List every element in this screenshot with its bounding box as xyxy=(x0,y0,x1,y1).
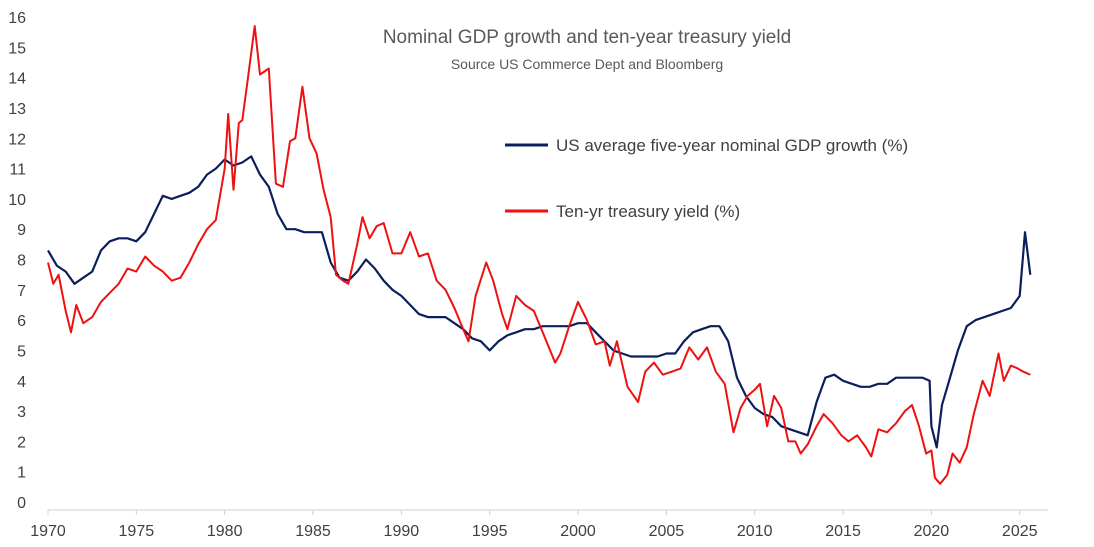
x-tick-label: 1980 xyxy=(207,523,243,540)
y-tick-label: 0 xyxy=(17,495,26,512)
x-tick-label: 1975 xyxy=(119,523,155,540)
x-tick-label: 2020 xyxy=(914,523,950,540)
y-tick-label: 9 xyxy=(17,222,26,239)
y-tick-label: 4 xyxy=(17,374,26,391)
y-tick-label: 7 xyxy=(17,283,26,300)
chart-title: Nominal GDP growth and ten-year treasury… xyxy=(383,27,791,48)
y-tick-label: 2 xyxy=(17,434,26,451)
chart-subtitle: Source US Commerce Dept and Bloomberg xyxy=(451,56,723,72)
legend-label-treasury: Ten-yr treasury yield (%) xyxy=(556,202,740,221)
x-tick-label: 2000 xyxy=(560,523,596,540)
x-axis: 1970 1975 1980 1985 1990 1995 2000 2005 2010 2015… xyxy=(30,510,1038,540)
y-tick-label: 3 xyxy=(17,404,26,421)
y-tick-label: 11 xyxy=(9,162,26,179)
y-tick-label: 15 xyxy=(8,40,26,57)
x-tick-label: 1970 xyxy=(30,523,66,540)
y-tick-label: 13 xyxy=(8,101,26,118)
x-tick-label: 1995 xyxy=(472,523,508,540)
y-tick-label: 6 xyxy=(17,313,26,330)
y-tick-label: 16 xyxy=(8,10,26,27)
y-tick-label: 1 xyxy=(17,465,26,482)
y-tick-label: 8 xyxy=(17,253,26,270)
y-tick-label: 5 xyxy=(17,343,26,360)
series-gdp-line xyxy=(47,155,1032,449)
series-layer xyxy=(47,25,1032,485)
legend-label-gdp: US average five-year nominal GDP growth … xyxy=(556,136,908,155)
x-tick-label: 2015 xyxy=(825,523,861,540)
y-tick-label: 14 xyxy=(8,71,26,88)
x-tick-label: 1985 xyxy=(295,523,331,540)
x-tick-label: 2010 xyxy=(737,523,773,540)
x-tick-label: 2025 xyxy=(1002,523,1038,540)
x-tick-label: 1990 xyxy=(384,523,420,540)
y-tick-label: 10 xyxy=(8,192,26,209)
y-tick-label: 12 xyxy=(8,131,26,148)
x-tick-label: 2005 xyxy=(649,523,685,540)
legend: US average five-year nominal GDP growth … xyxy=(505,136,908,221)
series-treasury-line xyxy=(47,25,1031,485)
